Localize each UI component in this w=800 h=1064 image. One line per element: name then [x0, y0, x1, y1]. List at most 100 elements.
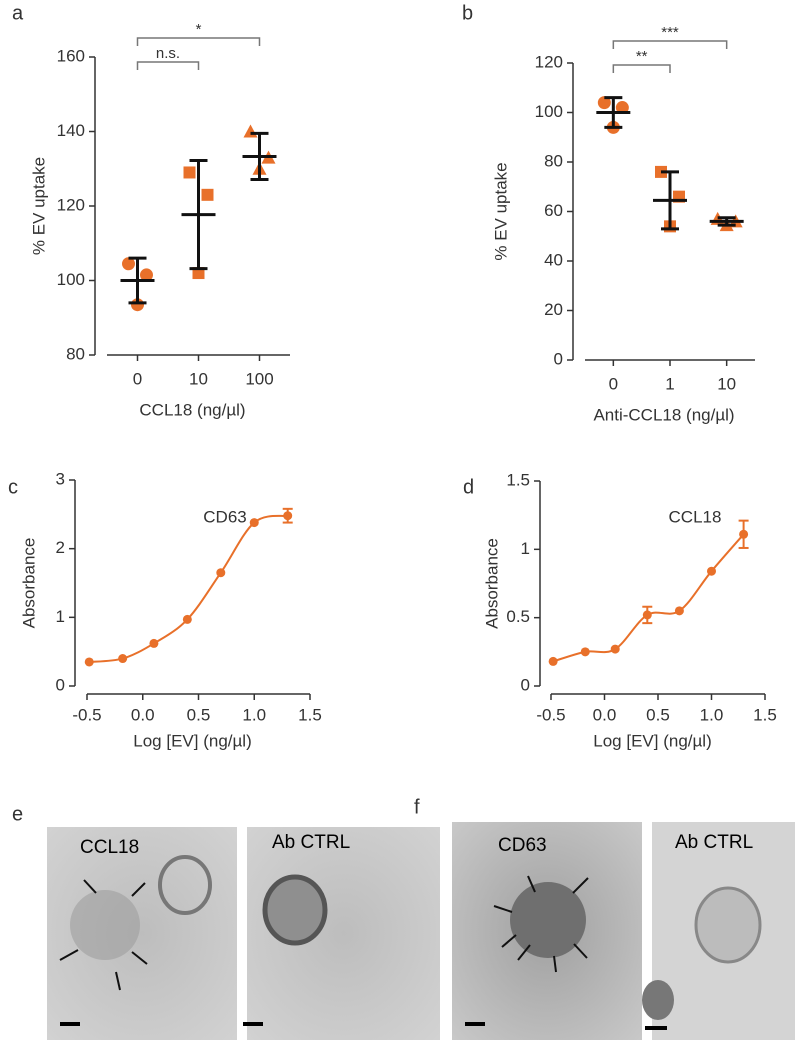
arrows [59, 879, 148, 991]
y-tick-label: 60 [544, 201, 563, 220]
y-tick-label: 2 [56, 538, 65, 557]
y-tick-label: 1 [56, 607, 65, 626]
y-tick-label: 0.5 [506, 607, 530, 626]
data-point [548, 656, 558, 666]
vesicle [510, 882, 586, 958]
significance-bracket [612, 40, 728, 49]
significance-label: n.s. [156, 45, 180, 62]
data-point [249, 518, 259, 528]
significance-label: * [196, 21, 202, 38]
x-tick-label: 0.0 [131, 705, 155, 724]
chart-panel: c Absorbance Log [EV] (ng/µl) 0 1 2 3 -0.5 0.0 0.… [8, 469, 322, 750]
y-tick-label: 80 [66, 344, 85, 363]
x-tick-label: -0.5 [72, 705, 101, 724]
scale-bar [243, 1022, 263, 1026]
panel-letter: c [8, 476, 18, 498]
significance-bracket [136, 37, 261, 46]
x-tick-label: 10 [717, 374, 736, 393]
panel-letter: d [463, 476, 474, 498]
arrows [493, 875, 589, 973]
x-axis-label: Log [EV] (ng/µl) [593, 731, 711, 750]
y-tick-label: 100 [535, 102, 563, 121]
significance-label: ** [636, 48, 648, 65]
x-tick-label: 0.0 [593, 705, 617, 724]
x-tick-label: 1.0 [242, 705, 266, 724]
fit-curve [89, 514, 288, 663]
x-tick-label: 1.0 [700, 705, 724, 724]
data-point [140, 268, 153, 282]
data-point [580, 647, 590, 657]
scale-bar [645, 1026, 667, 1030]
y-axis-label: Absorbance [19, 538, 38, 629]
data-point [610, 644, 620, 654]
annotation: CCL18 [669, 507, 722, 526]
y-tick-label: 80 [544, 151, 563, 170]
significance-label: *** [661, 24, 679, 41]
vesicle [642, 980, 674, 1020]
x-axis-label: Anti-CCL18 (ng/µl) [593, 405, 734, 424]
x-tick-label: 10 [189, 369, 208, 388]
data-point [183, 166, 196, 179]
y-tick-label: 3 [56, 469, 65, 488]
vesicle [158, 855, 212, 915]
data-point [182, 614, 192, 624]
micrograph-e [47, 827, 440, 1040]
panel-letter: b [462, 2, 473, 24]
y-tick-label: 0 [554, 349, 563, 368]
data-point [84, 657, 94, 667]
y-tick-label: 1.5 [506, 470, 530, 489]
x-axis-label: Log [EV] (ng/µl) [133, 731, 251, 750]
x-tick-label: 1.5 [753, 705, 777, 724]
data-point [615, 101, 629, 115]
x-tick-label: 0.5 [187, 705, 211, 724]
y-tick-label: 120 [57, 195, 85, 214]
x-tick-label: 0 [609, 374, 618, 393]
y-tick-label: 100 [57, 270, 85, 289]
panel-letter: e [12, 803, 23, 825]
significance-bracket [136, 61, 200, 70]
annotation: CD63 [203, 507, 246, 526]
data-point [283, 511, 293, 521]
vesicle [262, 874, 328, 946]
data-point [243, 124, 258, 138]
data-point [674, 606, 684, 616]
y-tick-label: 0 [521, 675, 530, 694]
x-tick-label: 0 [133, 369, 142, 388]
micrograph-f [452, 822, 795, 1040]
y-axis-label: % EV uptake [29, 157, 48, 255]
data-point [118, 654, 128, 664]
data-point [122, 257, 135, 271]
y-tick-label: 140 [57, 121, 85, 140]
x-tick-label: 100 [245, 369, 273, 388]
data-point [739, 529, 749, 539]
x-tick-label: 1 [665, 374, 674, 393]
y-tick-label: 160 [57, 46, 85, 65]
micrograph-label: Ab CTRL [675, 832, 753, 853]
micrograph-label: CD63 [498, 835, 547, 856]
y-tick-label: 1 [521, 539, 530, 558]
x-tick-label: 1.5 [298, 705, 322, 724]
data-point [201, 188, 214, 201]
chart-panel: d Absorbance Log [EV] (ng/µl) 0 0.5 1 1.5 -0.5 0… [463, 470, 777, 750]
y-tick-label: 40 [544, 250, 563, 269]
micrograph-label: Ab CTRL [272, 832, 350, 853]
fit-curve [552, 533, 745, 663]
x-tick-label: 0.5 [646, 705, 670, 724]
chart-panel: b % EV uptake Anti-CCL18 (ng/µl) 0 20 40 60 80 1… [462, 2, 755, 424]
scale-bar [60, 1022, 80, 1026]
data-point [216, 568, 226, 578]
scale-bar [465, 1022, 485, 1026]
chart-panel: a % EV uptake CCL18 (ng/µl) 80 100 120 140 160 0… [12, 2, 290, 419]
y-axis-label: Absorbance [482, 538, 501, 629]
y-axis-label: % EV uptake [491, 162, 510, 260]
x-tick-label: -0.5 [536, 705, 565, 724]
panel-letter: a [12, 2, 24, 24]
data-point [642, 610, 652, 620]
micrograph-label: CCL18 [80, 837, 139, 858]
data-point [149, 638, 159, 648]
significance-bracket [612, 64, 671, 73]
y-tick-label: 20 [544, 300, 563, 319]
y-tick-label: 0 [56, 675, 65, 694]
data-point [597, 96, 611, 110]
